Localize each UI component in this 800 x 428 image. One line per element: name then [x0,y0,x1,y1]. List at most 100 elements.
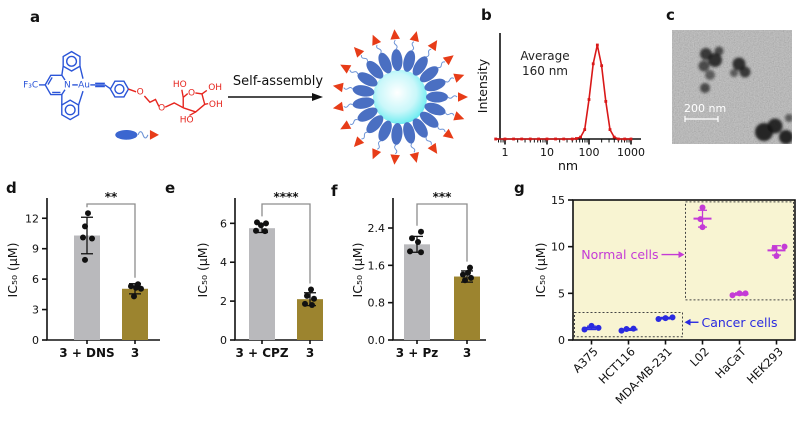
data-point [258,222,264,229]
atom-labels: F₃C N Au O O O HO OH OH HO [23,80,223,125]
svg-text:Intensity: Intensity [475,58,490,113]
data-point [460,271,466,278]
svg-text:0: 0 [558,334,565,347]
oh-right-top-label: OH [208,83,222,93]
data-point [588,322,595,329]
panel-label-g: g [514,179,525,197]
data-point [618,327,625,334]
svg-text:3 + CPZ: 3 + CPZ [235,346,288,360]
svg-text:10: 10 [540,146,554,159]
panel-label-f: f [331,182,338,200]
svg-text:15: 15 [551,194,565,207]
data-point [771,245,778,252]
data-point [630,325,637,332]
data-point [581,326,588,333]
panel-label-d: d [6,179,17,197]
data-point [697,216,704,223]
right-arrow-icon [678,251,685,258]
ring-o-label: O [188,88,195,98]
amphiphile-legend [115,129,159,140]
left-arrow-icon [684,318,691,326]
ho-top-label: HO [173,80,187,90]
normal-cells-annotation: Normal cells [581,247,658,262]
data-point [418,228,424,235]
panel-label-b: b [481,6,492,24]
sugar-triangle-icon [149,129,159,140]
data-point [89,235,95,242]
bar-chart-cpz: 0 2 4 6 IC₅₀ (μM) 3 + CPZ 3 **** [195,190,323,360]
group-box [574,311,683,338]
significance-stars: **** [273,190,299,204]
panel-label-a: a [30,8,41,26]
svg-text:IC₅₀ (μM): IC₅₀ (μM) [350,243,365,298]
data-point [729,292,736,299]
data-point [418,249,424,256]
svg-text:4: 4 [220,256,227,269]
svg-text:3: 3 [306,346,314,360]
micelle-illustration [332,29,468,165]
micelle-core [373,70,427,124]
hydrophobic-head-icon [115,129,138,140]
gold-complex-structure: F₃C N Au O O O HO OH OH HO [23,50,223,140]
data-point [128,283,134,290]
data-point [262,228,268,235]
svg-text:9: 9 [32,243,39,256]
data-point [407,248,413,255]
svg-text:1: 1 [502,146,509,159]
data-point [736,290,743,297]
svg-text:1.6: 1.6 [368,259,386,272]
data-point [80,234,86,241]
significance-stars: ** [105,190,118,204]
data-point [131,293,137,300]
data-point [82,256,88,263]
glucose-skeleton [128,88,209,117]
data-point [462,277,468,284]
svg-text:3 + Pz: 3 + Pz [396,346,439,360]
data-point [133,284,139,291]
svg-text:5: 5 [558,287,565,300]
data-point [655,316,662,322]
svg-text:0.0: 0.0 [368,334,386,347]
panel-label-c: c [666,6,675,24]
svg-text:3: 3 [131,346,139,360]
svg-text:L02: L02 [687,344,712,369]
svg-text:nm: nm [558,158,578,173]
panel-label-e: e [165,179,176,197]
data-point [623,325,630,332]
svg-text:2: 2 [220,295,227,308]
svg-text:100: 100 [579,146,600,159]
oh-right-bottom-label: OH [209,100,223,110]
svg-text:6: 6 [220,217,227,230]
bar [454,276,480,340]
data-point [699,224,706,231]
au-label: Au [78,81,90,91]
nanoparticles [698,46,792,144]
bar-chart-dns: 0 3 6 9 12 IC₅₀ (μM) 3 + DNS 3 ** [5,190,160,360]
data-point [85,210,91,217]
glycosidic-o-label: O [158,104,165,114]
ho-bottom-label: HO [180,115,194,125]
svg-text:3: 3 [463,346,471,360]
scale-bar-label: 200 nm [684,102,726,115]
data-point [82,223,88,230]
bar [249,228,275,340]
self-assembly-label: Self-assembly [232,74,324,89]
data-point [138,285,144,292]
micelle-body [332,29,468,165]
svg-text:Average: Average [520,49,569,63]
data-point [308,286,314,293]
data-point [467,264,473,271]
bar [404,244,430,340]
data-point [662,315,669,322]
svg-text:10: 10 [551,241,565,254]
data-point [415,239,421,245]
svg-text:A375: A375 [570,344,601,375]
data-point [595,324,602,331]
plot: 0 3 6 9 12 IC₅₀ (μM) 3 + DNS 3 ** [5,190,160,360]
data-point [781,243,788,250]
